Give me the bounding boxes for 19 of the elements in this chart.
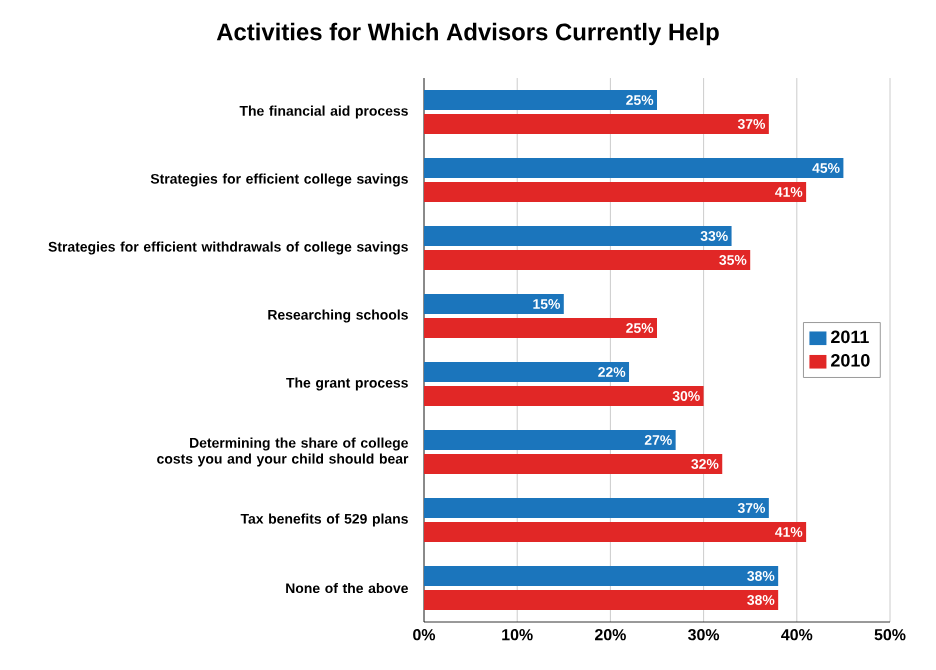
bar (424, 454, 723, 475)
bar (424, 226, 732, 247)
bar (424, 566, 779, 587)
bar (424, 250, 751, 271)
chart-title: Activities for Which Advisors Currently Help (216, 22, 719, 46)
bar (424, 386, 704, 407)
bar (424, 158, 844, 179)
bar (424, 590, 779, 610)
bar (424, 430, 676, 451)
legend-label: 2010 (831, 353, 870, 367)
bar (424, 498, 769, 519)
bar (424, 182, 807, 203)
bar (424, 294, 564, 315)
bar (424, 90, 657, 111)
bar (424, 318, 657, 339)
bar (424, 114, 769, 135)
bar (424, 522, 807, 542)
bar (424, 362, 630, 383)
legend-label: 2011 (831, 330, 869, 344)
